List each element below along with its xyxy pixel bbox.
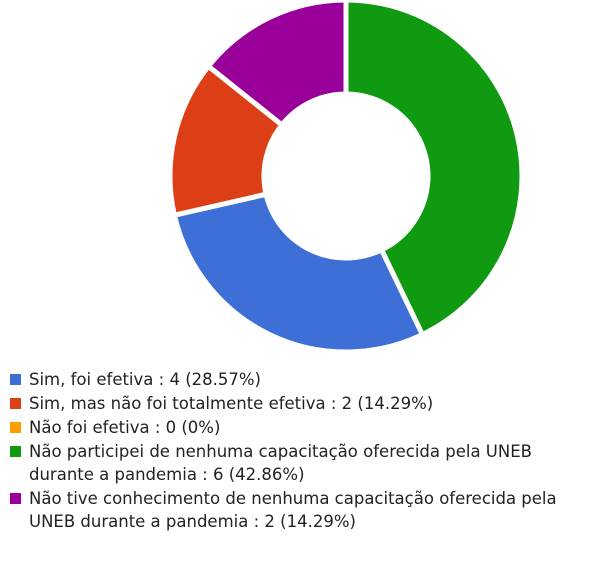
legend-swatch	[10, 398, 21, 409]
legend-text: Não tive conhecimento de nenhuma capacit…	[29, 487, 594, 533]
legend-text: Sim, mas não foi totalmente efetiva : 2 …	[29, 392, 594, 415]
legend-label: Não foi efetiva :	[29, 418, 161, 437]
legend-value: 0 (0%)	[165, 418, 221, 437]
legend-label: Sim, mas não foi totalmente efetiva :	[29, 394, 337, 413]
legend-label: Não tive conhecimento de nenhuma capacit…	[29, 489, 557, 531]
donut-segment	[343, 0, 525, 338]
chart	[170, 0, 525, 355]
donut-segment	[204, 0, 349, 129]
legend-item: Sim, mas não foi totalmente efetiva : 2 …	[8, 392, 594, 415]
legend: Sim, foi efetiva : 4 (28.57%) Sim, mas nã…	[8, 368, 594, 534]
legend-text: Não participei de nenhuma capacitação of…	[29, 440, 594, 486]
legend-value: 4 (28.57%)	[169, 370, 261, 389]
legend-swatch	[10, 374, 21, 385]
legend-value: 6 (42.86%)	[213, 465, 305, 484]
legend-swatch	[10, 422, 21, 433]
donut-segment	[171, 191, 426, 355]
legend-label: Não participei de nenhuma capacitação of…	[29, 442, 532, 484]
legend-text: Não foi efetiva : 0 (0%)	[29, 416, 594, 439]
legend-value: 2 (14.29%)	[341, 394, 434, 413]
legend-swatch	[10, 493, 21, 504]
legend-item: Não tive conhecimento de nenhuma capacit…	[8, 487, 594, 533]
legend-item: Sim, foi efetiva : 4 (28.57%)	[8, 368, 594, 391]
legend-value: 2 (14.29%)	[264, 512, 356, 531]
legend-text: Sim, foi efetiva : 4 (28.57%)	[29, 368, 594, 391]
legend-swatch	[10, 446, 21, 457]
legend-label: Sim, foi efetiva :	[29, 370, 165, 389]
legend-item: Não foi efetiva : 0 (0%)	[8, 416, 594, 439]
legend-item: Não participei de nenhuma capacitação of…	[8, 440, 594, 486]
